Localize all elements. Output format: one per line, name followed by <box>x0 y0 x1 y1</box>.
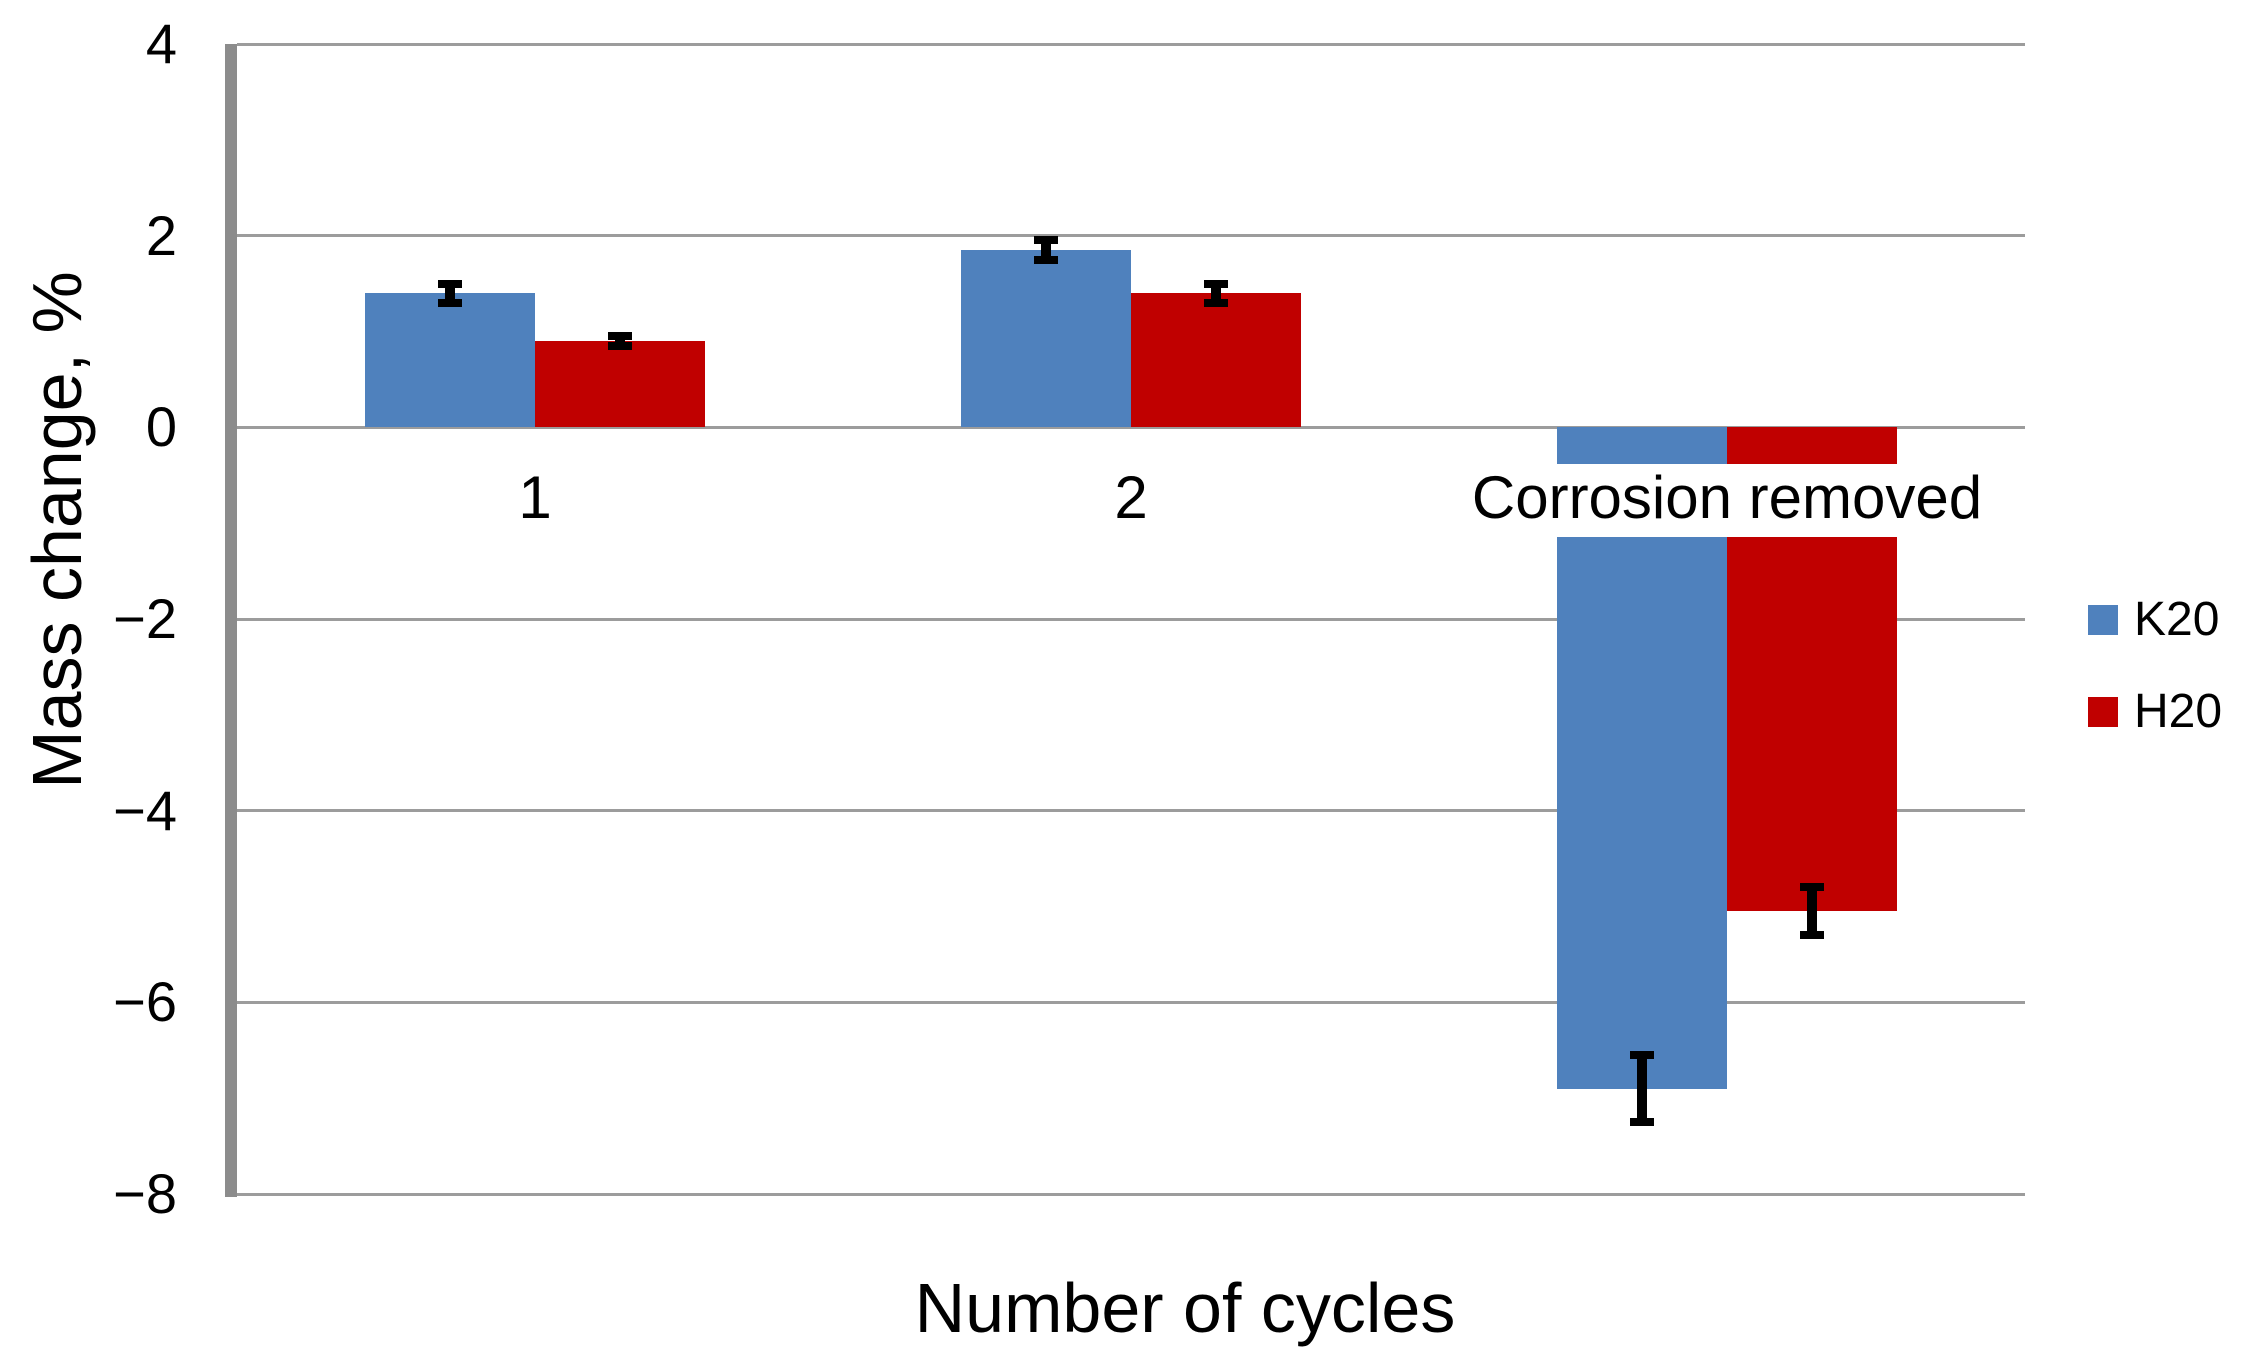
error-bar-cap <box>1630 1118 1654 1127</box>
y-tick-label: −2 <box>113 587 177 650</box>
plot-area <box>237 42 2025 1196</box>
y-tick-label: −8 <box>113 1162 177 1225</box>
error-bar-cap <box>608 332 632 341</box>
y-tick-label: −6 <box>113 970 177 1034</box>
error-bar-K20-2 <box>1041 240 1051 260</box>
bar-H20-1 <box>535 341 705 428</box>
gridline <box>237 1000 2025 1004</box>
y-tick-label: 0 <box>145 395 177 459</box>
legend-label-K20: K20 <box>2134 593 2220 646</box>
bar-H20-2 <box>1131 293 1301 428</box>
gridline <box>237 1192 2025 1196</box>
gridline <box>237 617 2025 621</box>
error-bar-H20-Corrosion removed <box>1807 887 1817 936</box>
error-bar-cap <box>1204 298 1228 307</box>
gridline <box>237 425 2025 429</box>
bar-K20-Corrosion removed <box>1557 427 1727 1089</box>
x-axis-title: Number of cycles <box>914 1269 1456 1347</box>
y-tick-label: 4 <box>145 12 177 75</box>
error-bar-cap <box>608 341 632 350</box>
gridline <box>237 42 2025 46</box>
legend-label-H20: H20 <box>2134 685 2223 738</box>
error-bar-cap <box>1630 1051 1654 1060</box>
x-category-label-1: 1 <box>506 464 564 538</box>
y-axis-line <box>225 44 237 1197</box>
error-bar-cap <box>1034 236 1058 245</box>
error-bar-K20-Corrosion removed <box>1637 1055 1647 1123</box>
bar-K20-1 <box>365 293 535 428</box>
error-bar-H20-1 <box>615 336 625 346</box>
x-category-label-3: Corrosion removed <box>1459 464 1995 538</box>
legend-swatch-H20 <box>2088 697 2118 727</box>
error-bar-H20-2 <box>1211 283 1221 303</box>
error-bar-cap <box>1204 279 1228 288</box>
legend-item-H20: H20 <box>2088 688 2222 736</box>
legend-item-K20: K20 <box>2088 596 2222 644</box>
gridline <box>237 234 2025 238</box>
legend-swatch-K20 <box>2088 605 2118 635</box>
error-bar-cap <box>1800 883 1824 892</box>
error-bar-K20-1 <box>445 283 455 303</box>
y-tick-label: 2 <box>145 203 177 267</box>
error-bar-cap <box>438 279 462 288</box>
bar-K20-2 <box>961 250 1131 428</box>
x-category-label-2: 2 <box>1102 464 1160 538</box>
gridline <box>237 809 2025 813</box>
error-bar-cap <box>1800 931 1824 940</box>
y-tick-label: −4 <box>113 778 177 842</box>
error-bar-cap <box>438 298 462 307</box>
y-axis-title: Mass change, % <box>18 271 96 789</box>
legend: K20 H20 <box>2088 596 2222 736</box>
error-bar-cap <box>1034 255 1058 264</box>
